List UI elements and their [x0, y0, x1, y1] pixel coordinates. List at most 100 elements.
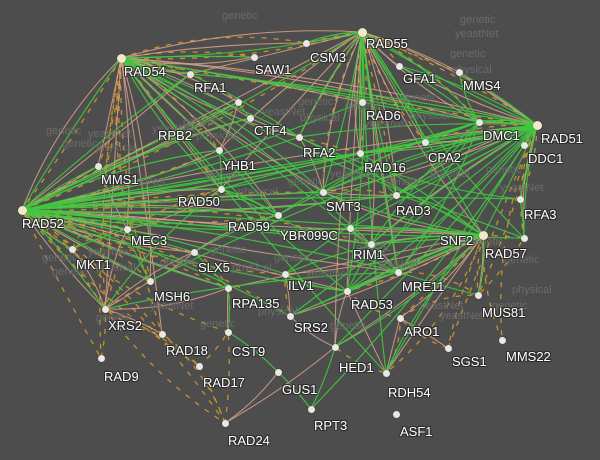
graph-node-mkt1[interactable] — [68, 245, 76, 253]
edge-salmon — [21, 209, 348, 292]
graph-node-rpa135[interactable] — [224, 284, 232, 292]
graph-node-slx5[interactable] — [190, 248, 198, 256]
graph-node-cst9[interactable] — [224, 328, 232, 336]
edge-salmon — [120, 57, 300, 138]
graph-node-hed1[interactable] — [331, 343, 339, 351]
graph-node-srs2[interactable] — [286, 312, 294, 320]
graph-node-smt3[interactable] — [319, 188, 327, 196]
graph-node-gfa1[interactable] — [395, 62, 403, 70]
graph-node-rad9[interactable] — [97, 354, 105, 362]
graph-node-asf1[interactable] — [392, 410, 400, 418]
edge-salmon — [120, 30, 363, 59]
graph-node-rad24[interactable] — [221, 419, 229, 427]
edge-green — [21, 121, 480, 211]
edge-orange — [120, 57, 538, 126]
graph-node-rad54[interactable] — [116, 53, 126, 63]
graph-node-rad53[interactable] — [343, 287, 351, 295]
graph-node-rdh54[interactable] — [382, 369, 390, 377]
edge-green — [482, 124, 538, 236]
edge-green — [21, 57, 122, 211]
edge-green — [298, 136, 521, 200]
graph-node-ilv1[interactable] — [281, 270, 289, 278]
graph-node-rad50[interactable] — [217, 185, 225, 193]
edge-salmon — [298, 136, 324, 193]
edge-green — [310, 346, 336, 410]
graph-node-mec3[interactable] — [123, 225, 131, 233]
graph-node-snf2[interactable] — [478, 230, 488, 240]
edge-green — [397, 124, 538, 273]
edge-salmon — [385, 317, 401, 374]
graph-node-rad59[interactable] — [274, 211, 282, 219]
edge-green — [289, 124, 538, 317]
graph-node-cpa2[interactable] — [421, 138, 429, 146]
edge-green — [21, 152, 361, 211]
edge-salmon — [120, 42, 307, 59]
graph-node-rpb2[interactable] — [234, 98, 242, 106]
graph-node-mus81[interactable] — [474, 291, 482, 299]
graph-node-aro1[interactable] — [396, 314, 404, 322]
edge-green — [349, 226, 484, 236]
graph-node-rad18[interactable] — [158, 330, 166, 338]
edge-green — [349, 124, 538, 229]
graph-node-gus1[interactable] — [274, 368, 282, 376]
edge-green — [284, 273, 348, 292]
edge-green — [21, 209, 229, 289]
edge-salmon — [399, 317, 449, 349]
edge-green — [21, 209, 73, 250]
graph-node-mms22[interactable] — [498, 336, 506, 344]
edge-salmon — [97, 57, 122, 167]
graph-node-rfa1[interactable] — [186, 70, 194, 78]
edge-salmon — [21, 209, 151, 282]
edge-green — [21, 191, 324, 211]
edge-green — [21, 209, 151, 282]
edge-green — [397, 271, 479, 296]
edge-orange — [198, 331, 229, 367]
edge-green — [120, 57, 525, 239]
graph-node-rad52[interactable] — [17, 205, 27, 215]
graph-node-ddc1[interactable] — [520, 141, 528, 149]
graph-node-rim1[interactable] — [367, 240, 375, 248]
graph-node-rad17[interactable] — [195, 362, 203, 370]
graph-node-rfa2[interactable] — [295, 133, 303, 141]
graph-node-mms4[interactable] — [455, 68, 463, 76]
graph-node-rad55[interactable] — [357, 27, 367, 37]
graph-node-rad3[interactable] — [392, 191, 400, 199]
edge-green — [193, 214, 279, 253]
edge-salmon — [334, 234, 484, 348]
edge-green — [322, 121, 480, 193]
edge-salmon — [21, 209, 106, 310]
graph-node-sgs1[interactable] — [444, 344, 452, 352]
edge-salmon — [21, 124, 538, 211]
edge-green — [361, 31, 387, 374]
graph-node-rpt3[interactable] — [307, 405, 315, 413]
graph-node-ctf4[interactable] — [246, 114, 254, 122]
edge-green — [346, 243, 372, 292]
graph-node-mre11[interactable] — [394, 268, 402, 276]
graph-node-xrs2[interactable] — [101, 305, 109, 313]
graph-node-dmc1[interactable] — [475, 118, 483, 126]
edge-green — [359, 152, 397, 196]
edge-salmon — [220, 31, 363, 190]
graph-node-msh6[interactable] — [146, 277, 154, 285]
graph-node-rad57[interactable] — [520, 234, 528, 242]
edge-salmon — [361, 31, 484, 236]
edge-green — [227, 287, 230, 333]
graph-node-rfa3[interactable] — [516, 195, 524, 203]
graph-node-yhb1[interactable] — [215, 146, 223, 154]
graph-node-csm3[interactable] — [302, 39, 310, 47]
edge-orange — [361, 31, 538, 126]
edge-salmon — [385, 234, 484, 374]
edge-green — [277, 124, 538, 216]
edge-orange — [104, 228, 128, 310]
graph-node-rad51[interactable] — [532, 120, 542, 130]
graph-node-rad6[interactable] — [358, 98, 366, 106]
graph-node-mms1[interactable] — [94, 162, 102, 170]
edge-orange — [361, 31, 426, 143]
edge-orange — [21, 57, 122, 211]
edge-green — [477, 234, 485, 296]
graph-node-ybr099c[interactable] — [346, 224, 354, 232]
graph-node-saw1[interactable] — [250, 53, 258, 61]
graph-node-rad16[interactable] — [356, 149, 364, 157]
edge-green — [361, 31, 525, 239]
